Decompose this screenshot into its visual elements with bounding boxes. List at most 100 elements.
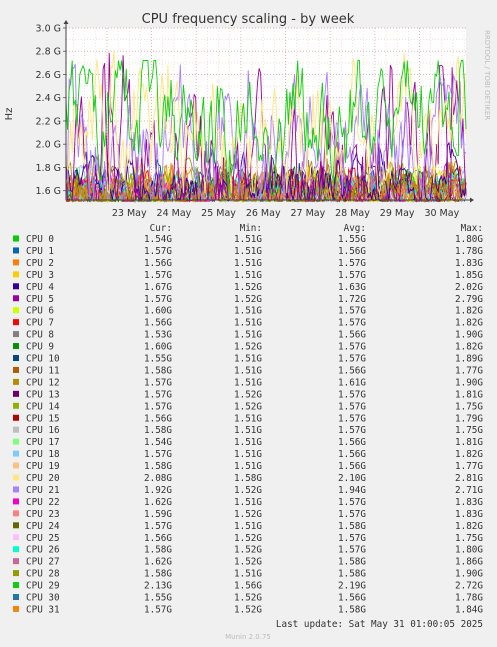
legend-value: 1.56G — [338, 449, 366, 460]
x-axis-arrow — [470, 197, 474, 203]
legend-label-cpu-7: CPU 7 — [26, 318, 54, 329]
legend-value: 1.94G — [338, 485, 366, 496]
legend-swatch-cpu-3 — [13, 271, 19, 278]
y-tick-label: 2.6 G — [36, 70, 62, 81]
legend-label-cpu-3: CPU 3 — [26, 270, 54, 281]
legend-value: 1.52G — [234, 557, 262, 568]
legend-swatch-cpu-12 — [13, 378, 19, 385]
legend-label-cpu-21: CPU 21 — [26, 485, 60, 496]
legend-label-cpu-24: CPU 24 — [26, 521, 60, 532]
chart-title: CPU frequency scaling - by week — [142, 12, 355, 27]
legend-swatch-cpu-30 — [13, 594, 19, 600]
legend-value: 1.83G — [455, 258, 483, 269]
legend-label-cpu-6: CPU 6 — [26, 306, 54, 317]
legend-value: 1.55G — [144, 354, 172, 365]
legend-value: 1.58G — [338, 557, 366, 568]
legend-value: 1.51G — [234, 330, 262, 341]
legend-value: 2.19G — [338, 581, 366, 592]
legend-label-cpu-30: CPU 30 — [26, 593, 60, 604]
legend: CPU 0 1.54G 1.51G 1.55G 1.80G CPU 1 1.57G 1.51G… — [13, 234, 483, 615]
legend-column-header: Min: — [240, 223, 262, 234]
x-tick-label: 27 May — [290, 208, 325, 219]
y-tick-label: 2.4 G — [36, 93, 62, 104]
legend-value: 1.81G — [455, 389, 483, 400]
legend-value: 1.58G — [338, 569, 366, 580]
legend-header: Cur: Min: Avg: Max: — [150, 223, 483, 234]
legend-label-cpu-17: CPU 17 — [26, 437, 60, 448]
legend-value: 1.57G — [144, 389, 172, 400]
legend-value: 1.84G — [455, 604, 483, 615]
legend-value: 1.52G — [234, 342, 262, 353]
legend-value: 1.78G — [455, 593, 483, 604]
legend-value: 1.56G — [338, 246, 366, 257]
legend-value: 1.57G — [144, 294, 172, 305]
legend-value: 1.57G — [338, 401, 366, 412]
legend-value: 1.53G — [144, 330, 172, 341]
legend-value: 1.57G — [144, 377, 172, 388]
legend-swatch-cpu-28 — [13, 570, 19, 577]
legend-value: 1.56G — [234, 581, 262, 592]
x-tick-label: 26 May — [246, 208, 281, 219]
legend-value: 1.62G — [144, 497, 172, 508]
legend-value: 1.59G — [144, 509, 172, 520]
legend-value: 2.08G — [144, 473, 172, 484]
legend-swatch-cpu-1 — [13, 247, 19, 254]
legend-value: 1.52G — [234, 401, 262, 412]
legend-value: 1.58G — [338, 604, 366, 615]
legend-value: 1.52G — [234, 604, 262, 615]
legend-value: 1.54G — [144, 234, 172, 245]
rrdtool-watermark: RRDTOOL / TOBI OETIKER — [483, 30, 491, 120]
legend-swatch-cpu-13 — [13, 390, 19, 397]
y-tick-label: 1.8 G — [36, 163, 62, 174]
legend-value: 1.60G — [144, 342, 172, 353]
legend-value: 1.60G — [144, 306, 172, 317]
legend-swatch-cpu-23 — [13, 510, 19, 517]
legend-swatch-cpu-21 — [13, 486, 19, 493]
legend-swatch-cpu-26 — [13, 546, 19, 553]
legend-value: 1.57G — [338, 425, 366, 436]
legend-swatch-cpu-0 — [13, 235, 19, 242]
series-line-cpu-29 — [65, 60, 467, 196]
legend-value: 1.56G — [144, 258, 172, 269]
legend-value: 1.51G — [234, 449, 262, 460]
legend-value: 1.80G — [455, 234, 483, 245]
legend-value: 1.80G — [455, 545, 483, 556]
legend-value: 2.72G — [455, 581, 483, 592]
y-axis-label: Hz — [4, 108, 15, 121]
legend-label-cpu-31: CPU 31 — [26, 604, 60, 615]
legend-value: 1.57G — [144, 449, 172, 460]
legend-value: 1.56G — [144, 533, 172, 544]
last-update: Last update: Sat May 31 01:00:05 2025 — [276, 619, 483, 630]
legend-value: 1.57G — [338, 389, 366, 400]
y-tick-label: 2.0 G — [36, 140, 62, 151]
x-axis-ticks: 23 May 24 May 25 May 26 May 27 May 28 May 29 M… — [112, 208, 460, 219]
legend-value: 1.57G — [338, 497, 366, 508]
legend-label-cpu-23: CPU 23 — [26, 509, 60, 520]
legend-value: 1.57G — [144, 401, 172, 412]
y-axis-arrow — [63, 20, 69, 24]
legend-swatch-cpu-7 — [13, 319, 19, 326]
legend-swatch-cpu-25 — [13, 534, 19, 541]
legend-value: 1.58G — [144, 545, 172, 556]
legend-value: 2.10G — [338, 473, 366, 484]
legend-value: 1.51G — [234, 413, 262, 424]
legend-value: 1.57G — [338, 413, 366, 424]
legend-label-cpu-18: CPU 18 — [26, 449, 60, 460]
legend-value: 1.51G — [234, 306, 262, 317]
legend-value: 1.83G — [455, 497, 483, 508]
legend-swatch-cpu-11 — [13, 366, 19, 373]
legend-label-cpu-12: CPU 12 — [26, 377, 60, 388]
legend-value: 1.51G — [234, 354, 262, 365]
legend-value: 1.57G — [338, 270, 366, 281]
legend-label-cpu-9: CPU 9 — [26, 342, 54, 353]
legend-swatch-cpu-4 — [13, 283, 19, 290]
legend-value: 1.92G — [144, 485, 172, 496]
legend-value: 1.51G — [234, 377, 262, 388]
legend-value: 1.77G — [455, 365, 483, 376]
legend-value: 1.51G — [234, 425, 262, 436]
y-tick-label: 1.6 G — [36, 186, 62, 197]
legend-value: 1.79G — [455, 413, 483, 424]
legend-value: 2.79G — [455, 294, 483, 305]
legend-label-cpu-16: CPU 16 — [26, 425, 60, 436]
legend-value: 1.63G — [338, 282, 366, 293]
